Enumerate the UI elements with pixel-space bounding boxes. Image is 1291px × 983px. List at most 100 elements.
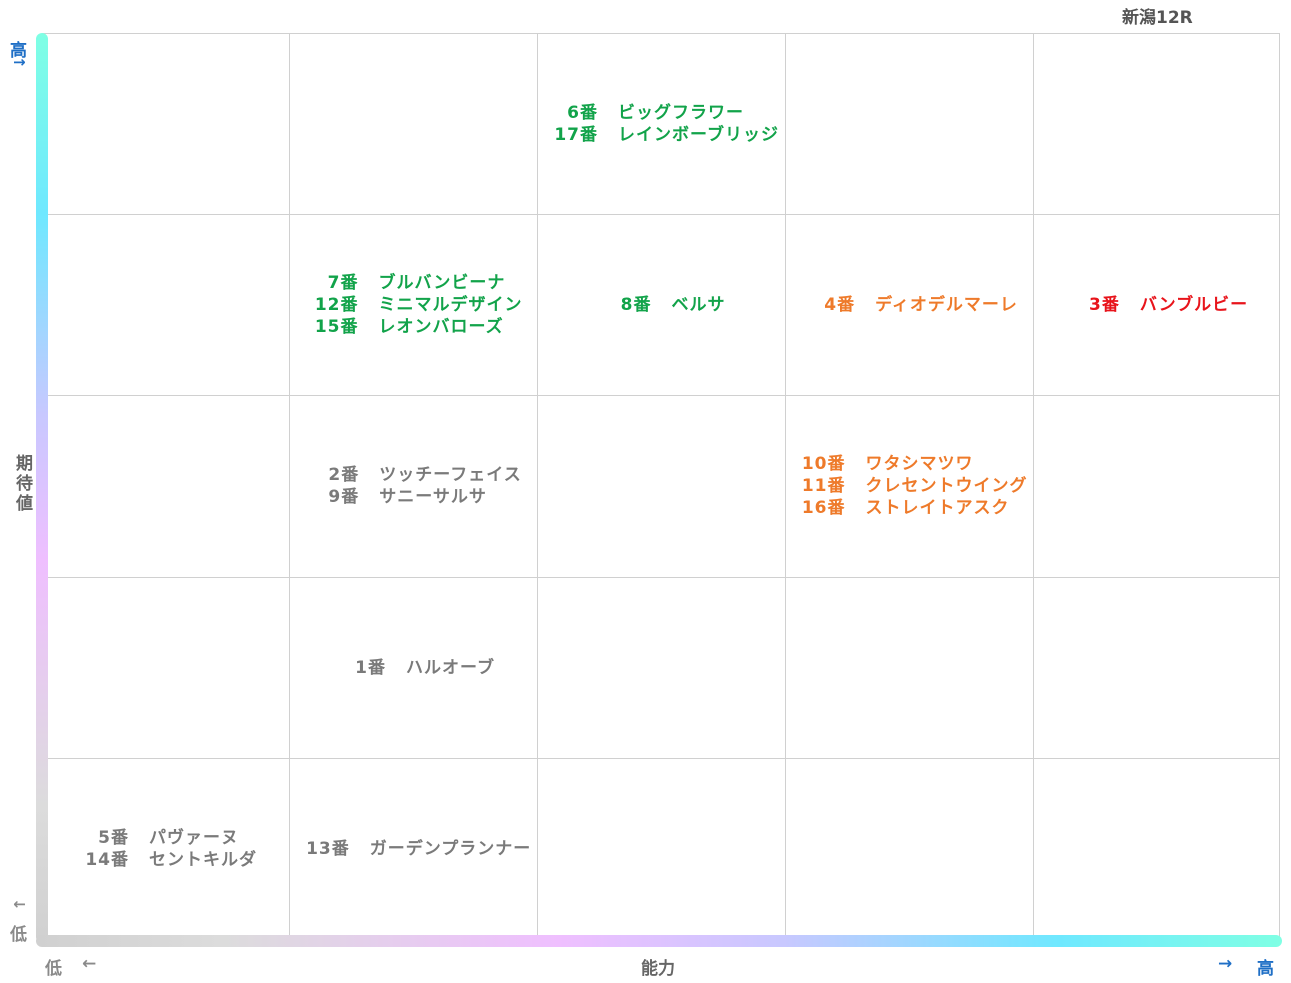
grid-cell: 4番 ディオデルマーレ bbox=[785, 215, 1033, 397]
grid-cell: 10番 ワタシマツワ 11番 クレセントウイング 16番 ストレイトアスク bbox=[785, 396, 1033, 578]
horse-entry: 13番 ガーデンプランナー bbox=[296, 838, 532, 860]
grid-cell bbox=[785, 758, 1033, 940]
horse-name: ベルサ bbox=[671, 295, 726, 316]
grid-cell: 7番 ブルバンビーナ 12番 ミニマルデザイン 15番 レオンバローズ bbox=[289, 215, 537, 397]
horse-name: ミニマルデザイン bbox=[378, 295, 523, 316]
horse-number: 8番 bbox=[620, 295, 652, 316]
horse-list: 2番 ツッチーフェイス 9番 サニーサルサ bbox=[305, 464, 521, 508]
horse-entry: 3番 バンブルビー bbox=[1066, 294, 1248, 316]
y-axis-down-arrow-icon: ↓ bbox=[10, 898, 28, 911]
evaluation-grid: 6番 ビッグフラワー 17番 レインボーブリッジ 7番 ブルバンビーナ 12番 ミニマルデザイ… bbox=[42, 33, 1280, 940]
horse-entry: 4番 ディオデルマーレ bbox=[801, 294, 1018, 316]
grid-cell: 3番 バンブルビー bbox=[1033, 215, 1280, 397]
grid-cell bbox=[1033, 396, 1280, 578]
grid-cell bbox=[785, 577, 1033, 759]
horse-list: 6番 ビッグフラワー 17番 レインボーブリッジ bbox=[544, 102, 779, 146]
horse-name: ワタシマツワ bbox=[865, 454, 974, 475]
horse-name: ビッグフラワー bbox=[618, 103, 744, 124]
grid-cell bbox=[1033, 34, 1280, 216]
grid-cell bbox=[42, 577, 289, 759]
horse-number: 11番 bbox=[801, 476, 846, 497]
horse-name: ディオデルマーレ bbox=[875, 295, 1018, 316]
horse-entry: 7番 ブルバンビーナ bbox=[305, 272, 523, 294]
grid-cell bbox=[537, 758, 785, 940]
horse-number: 3番 bbox=[1088, 295, 1120, 316]
grid-cell bbox=[537, 577, 785, 759]
horse-name: ハルオーブ bbox=[406, 657, 495, 678]
horse-number: 15番 bbox=[314, 317, 359, 338]
grid-cell: 2番 ツッチーフェイス 9番 サニーサルサ bbox=[289, 396, 537, 578]
horse-number: 17番 bbox=[554, 125, 598, 146]
horse-list: 1番 ハルオーブ bbox=[332, 657, 495, 679]
horse-number: 2番 bbox=[328, 465, 360, 486]
horse-list: 3番 バンブルビー bbox=[1066, 294, 1248, 316]
horse-entry: 11番 クレセントウイング bbox=[792, 475, 1028, 497]
grid-cell bbox=[1033, 758, 1280, 940]
horse-number: 9番 bbox=[328, 487, 360, 508]
horse-entry: 6番 ビッグフラワー bbox=[544, 102, 779, 124]
grid-cell bbox=[785, 34, 1033, 216]
horse-entry: 5番 パヴァーヌ bbox=[75, 827, 257, 849]
horse-name: レオンバローズ bbox=[378, 317, 504, 338]
horse-list: 10番 ワタシマツワ 11番 クレセントウイング 16番 ストレイトアスク bbox=[792, 453, 1028, 519]
y-axis-low-label: 低 bbox=[10, 925, 27, 945]
horse-entry: 14番 セントキルダ bbox=[75, 849, 257, 871]
x-axis-right-arrow-icon: → bbox=[1218, 954, 1233, 974]
horse-number: 4番 bbox=[824, 295, 856, 316]
horse-name: ストレイトアスク bbox=[865, 498, 1010, 519]
grid-cell bbox=[1033, 577, 1280, 759]
horse-entry: 1番 ハルオーブ bbox=[332, 657, 495, 679]
horse-number: 1番 bbox=[355, 657, 386, 678]
grid-cell: 6番 ビッグフラワー 17番 レインボーブリッジ bbox=[537, 34, 785, 216]
horse-number: 16番 bbox=[801, 498, 846, 519]
horse-name: サニーサルサ bbox=[379, 487, 487, 508]
horse-list: 7番 ブルバンビーナ 12番 ミニマルデザイン 15番 レオンバローズ bbox=[305, 272, 523, 338]
x-axis-high-label: 高 bbox=[1257, 959, 1274, 979]
grid-cell: 13番 ガーデンプランナー bbox=[289, 758, 537, 940]
grid-cell: 5番 パヴァーヌ 14番 セントキルダ bbox=[42, 758, 289, 940]
y-axis-up-arrow-icon: ↑ bbox=[10, 56, 28, 69]
horse-entry: 15番 レオンバローズ bbox=[305, 316, 523, 338]
horse-entry: 16番 ストレイトアスク bbox=[792, 497, 1028, 519]
grid-cell bbox=[289, 34, 537, 216]
y-axis-label: 期待値 bbox=[12, 454, 32, 514]
horse-entry: 2番 ツッチーフェイス bbox=[305, 464, 521, 486]
x-axis-label: 能力 bbox=[641, 959, 675, 979]
grid-cell: 8番 ベルサ bbox=[537, 215, 785, 397]
horse-name: ツッチーフェイス bbox=[379, 465, 522, 486]
race-title: 新潟12R bbox=[1122, 8, 1193, 28]
horse-number: 13番 bbox=[306, 838, 350, 859]
horse-number: 7番 bbox=[327, 273, 359, 294]
horse-list: 13番 ガーデンプランナー bbox=[296, 838, 532, 860]
grid-cell bbox=[42, 396, 289, 578]
grid-cell bbox=[537, 396, 785, 578]
x-axis-left-arrow-icon: ← bbox=[82, 954, 97, 974]
x-axis-bar bbox=[36, 935, 1282, 947]
grid-cell bbox=[42, 34, 289, 216]
horse-name: レインボーブリッジ bbox=[618, 125, 779, 146]
horse-name: クレセントウイング bbox=[865, 476, 1028, 497]
horse-entry: 9番 サニーサルサ bbox=[305, 486, 521, 508]
horse-number: 5番 bbox=[98, 827, 129, 848]
x-axis-low-label: 低 bbox=[45, 959, 62, 979]
horse-entry: 8番 ベルサ bbox=[598, 294, 726, 316]
horse-name: バンブルビー bbox=[1139, 295, 1249, 316]
horse-name: パヴァーヌ bbox=[149, 827, 239, 848]
y-axis-bar bbox=[36, 33, 48, 943]
horse-entry: 12番 ミニマルデザイン bbox=[305, 294, 523, 316]
horse-name: セントキルダ bbox=[149, 849, 257, 870]
horse-number: 14番 bbox=[85, 849, 129, 870]
horse-list: 5番 パヴァーヌ 14番 セントキルダ bbox=[75, 827, 257, 871]
horse-number: 6番 bbox=[567, 103, 598, 124]
horse-list: 8番 ベルサ bbox=[598, 294, 726, 316]
grid-cell bbox=[42, 215, 289, 397]
horse-number: 10番 bbox=[801, 454, 846, 475]
horse-name: ガーデンプランナー bbox=[369, 838, 532, 859]
y-axis-high-label: 高 bbox=[10, 41, 27, 61]
horse-entry: 17番 レインボーブリッジ bbox=[544, 124, 779, 146]
horse-name: ブルバンビーナ bbox=[378, 273, 506, 294]
horse-number: 12番 bbox=[314, 295, 359, 316]
horse-entry: 10番 ワタシマツワ bbox=[792, 453, 1028, 475]
grid-cell: 1番 ハルオーブ bbox=[289, 577, 537, 759]
horse-list: 4番 ディオデルマーレ bbox=[801, 294, 1018, 316]
